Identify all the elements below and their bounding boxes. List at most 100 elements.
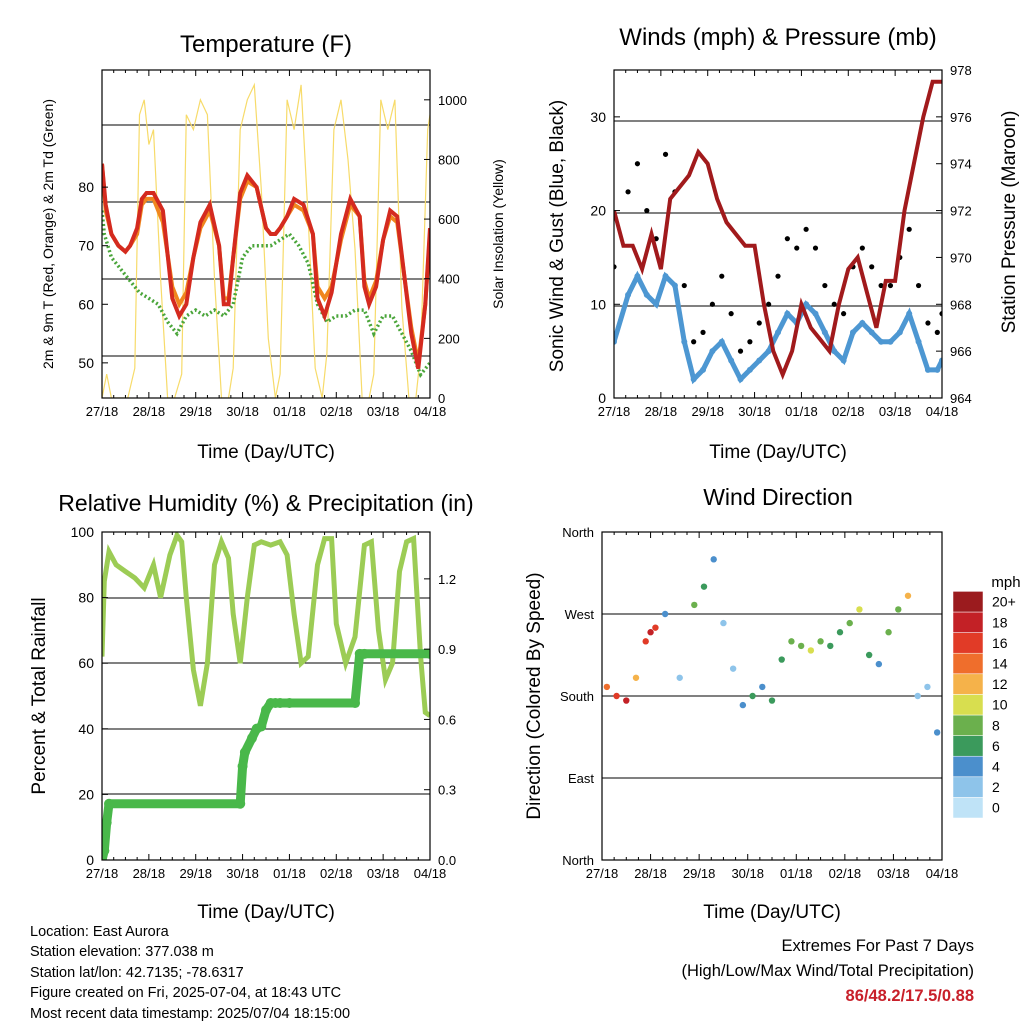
rainfall-point [275,698,286,709]
y-tick-label: 40 [78,721,94,737]
wind-point [859,320,866,327]
x-tick-label: 27/18 [598,404,631,419]
created-text: Figure created on Fri, 2025-07-04, at 18… [30,985,342,1002]
y2-tick-label: 200 [438,331,460,346]
direction-point [661,610,669,618]
x-tick-label: 28/18 [133,866,166,881]
humidity-axes: 27/18 28/18 29/18 30/18 01/18 02/18 03/18 04/18… [71,524,456,881]
x-tick-label: 04/18 [414,866,447,881]
direction-title: Wind Direction [703,484,853,510]
direction-point [613,692,620,700]
y-tick-label: 100 [71,524,95,540]
wind-point [784,310,791,317]
wind-point [887,338,894,345]
wind-point [634,273,641,280]
legend-label: 18 [992,614,1008,630]
elevation-text: Station elevation: 377.038 m [30,944,214,961]
winds-series [614,79,942,385]
gust-point [939,311,942,317]
gust-point [625,189,631,195]
x-tick-label: 28/18 [133,404,166,419]
winds-panel: Winds (mph) & Pressure (mb) 27/18 28/18 29… [547,24,1020,463]
y2-tick-label: 600 [438,212,460,227]
y2-tick-label: 972 [950,204,972,219]
gust-point [614,264,617,270]
legend-label: 20+ [992,594,1016,610]
direction-xlabel: Time (Day/UTC) [703,902,841,923]
rainfall-point [256,721,267,732]
x-tick-label: 28/18 [645,404,678,419]
gust-point [869,264,875,270]
legend-swatch [952,694,984,716]
wind-point [728,357,735,364]
wind-point [625,291,632,298]
speed-legend: mph 0 2 4 6 8 10 12 14 16 18 20+ [952,574,1021,819]
direction-point [632,674,640,681]
y-tick-label: 80 [78,179,94,195]
rainfall-line [102,649,430,860]
location-text: Location: East Aurora [30,924,169,940]
y2-tick-label: 976 [950,110,972,125]
y2-tick-label: 974 [950,157,972,172]
y2-tick-label: 964 [950,391,972,406]
direction-point [603,683,611,691]
x-tick-label: 02/18 [320,404,353,419]
direction-point [827,642,834,650]
x-tick-label: 04/18 [414,404,447,419]
wind-point [709,348,716,355]
x-tick-label: 01/18 [780,866,813,881]
x-tick-label: 03/18 [877,866,910,881]
wind-point [737,376,744,383]
gust-point [812,245,819,251]
temperature-xlabel: Time (Day/UTC) [197,442,335,463]
y2-tick-label: 0.0 [438,853,456,868]
x-tick-label: 27/18 [86,404,119,419]
temperature-ylabel-right: Solar Insolation (Yellow) [490,159,506,309]
direction-point [885,629,892,636]
y-tick-label: 70 [78,238,94,254]
temperature-panel: Temperature (F) 27/18 28/18 29/18 30/18 01/1… [40,31,506,463]
legend-title: mph [991,574,1020,591]
rainfall-point [246,733,257,744]
y2-tick-label: 1.2 [438,572,456,587]
temperature-series [102,82,430,398]
legend-label: 0 [992,800,1000,816]
gust-point [803,226,809,232]
wind-point [681,338,688,345]
temperature-title: Temperature (F) [180,31,352,58]
legend-swatch [952,632,984,654]
winds-title: Winds (mph) & Pressure (mb) [619,24,936,51]
direction-point [691,601,698,609]
wind-point [746,366,753,373]
wind-point [896,329,903,336]
wind-point [812,310,819,317]
direction-point [739,701,747,709]
gust-point [841,311,847,317]
x-tick-label: 27/18 [586,866,619,881]
wind-point [878,338,885,345]
direction-point [749,692,756,700]
y-tick-label: 20 [78,786,94,802]
direction-point [710,556,717,563]
winds-axes: 27/18 28/18 29/18 30/18 01/18 02/18 03/18 04/18… [590,63,971,419]
y2-tick-label: 0.9 [438,642,456,657]
y-tick-label: 60 [78,296,94,312]
direction-point [865,651,873,659]
wind-point [653,301,660,308]
direction-point [817,638,824,645]
x-tick-label: 03/18 [367,404,400,419]
gust-point [934,329,940,335]
legend-label: 4 [992,759,1000,775]
y-tick-label: 60 [78,655,94,671]
rainfall-point [102,845,110,856]
legend-swatch [952,714,984,736]
x-tick-label: 03/18 [367,866,400,881]
rainfall-point [261,705,271,716]
humidity-series [102,532,430,860]
direction-point [914,692,921,700]
direction-axes: 27/18 28/18 29/18 30/18 01/18 02/18 03/18 04/18… [560,525,958,881]
wind-point [756,357,763,364]
y-tick-label: North [562,853,594,868]
gust-point [784,236,790,242]
